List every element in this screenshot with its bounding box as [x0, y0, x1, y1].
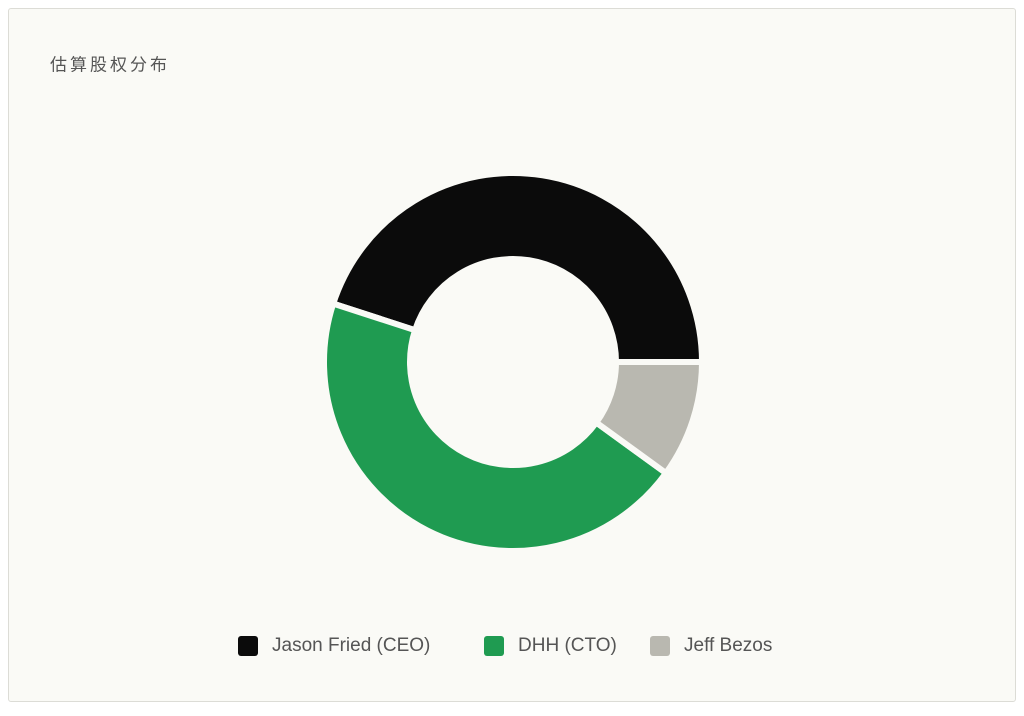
donut-segment [592, 359, 706, 478]
legend-swatch [238, 636, 258, 656]
legend-label: DHH (CTO) [518, 635, 617, 656]
donut-segment [321, 299, 671, 554]
legend-swatch [484, 636, 504, 656]
chart-card [8, 8, 1016, 702]
legend-label: Jason Fried (CEO) [272, 635, 430, 656]
chart-title: 估算股权分布 [50, 55, 170, 74]
legend-swatch [650, 636, 670, 656]
legend-label: Jeff Bezos [684, 635, 772, 656]
donut-segment [329, 170, 706, 365]
